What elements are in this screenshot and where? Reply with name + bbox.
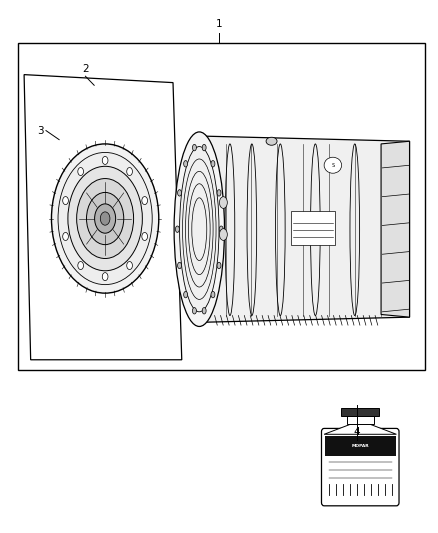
- Ellipse shape: [219, 197, 227, 208]
- Ellipse shape: [219, 226, 223, 232]
- Ellipse shape: [68, 166, 142, 271]
- Polygon shape: [24, 75, 182, 360]
- Ellipse shape: [77, 179, 134, 259]
- Ellipse shape: [202, 144, 206, 151]
- Ellipse shape: [63, 232, 68, 240]
- Text: S: S: [331, 163, 335, 168]
- Bar: [342, 408, 379, 416]
- Ellipse shape: [202, 308, 206, 314]
- Ellipse shape: [324, 157, 342, 173]
- Ellipse shape: [142, 197, 148, 205]
- Ellipse shape: [192, 308, 196, 314]
- Polygon shape: [381, 141, 410, 317]
- Ellipse shape: [63, 197, 68, 205]
- Ellipse shape: [95, 204, 116, 233]
- Ellipse shape: [100, 212, 110, 225]
- FancyBboxPatch shape: [321, 429, 399, 506]
- Ellipse shape: [78, 262, 84, 270]
- Ellipse shape: [175, 226, 180, 232]
- Ellipse shape: [127, 262, 132, 270]
- Bar: [18, 43, 425, 370]
- Polygon shape: [324, 424, 396, 434]
- Ellipse shape: [102, 273, 108, 280]
- Ellipse shape: [184, 160, 187, 167]
- Ellipse shape: [184, 292, 187, 298]
- Bar: [291, 211, 335, 245]
- Ellipse shape: [192, 144, 196, 151]
- Ellipse shape: [266, 137, 277, 146]
- Bar: [346, 416, 374, 424]
- Ellipse shape: [51, 144, 159, 293]
- Ellipse shape: [127, 167, 132, 175]
- Text: 2: 2: [82, 64, 89, 74]
- Bar: [325, 436, 396, 456]
- Text: 3: 3: [37, 126, 44, 135]
- Ellipse shape: [211, 160, 215, 167]
- Ellipse shape: [217, 190, 221, 196]
- Ellipse shape: [58, 152, 152, 285]
- Ellipse shape: [102, 157, 108, 165]
- Ellipse shape: [177, 190, 181, 196]
- Text: 4: 4: [353, 427, 360, 437]
- Text: 1: 1: [215, 19, 223, 29]
- Ellipse shape: [219, 229, 227, 240]
- Ellipse shape: [177, 262, 181, 269]
- Ellipse shape: [142, 232, 148, 240]
- Ellipse shape: [174, 132, 225, 326]
- Ellipse shape: [180, 147, 219, 312]
- Ellipse shape: [211, 292, 215, 298]
- Ellipse shape: [217, 262, 221, 269]
- Polygon shape: [195, 136, 410, 322]
- Text: MOPAR: MOPAR: [351, 444, 369, 448]
- Ellipse shape: [86, 192, 124, 245]
- Ellipse shape: [78, 167, 84, 175]
